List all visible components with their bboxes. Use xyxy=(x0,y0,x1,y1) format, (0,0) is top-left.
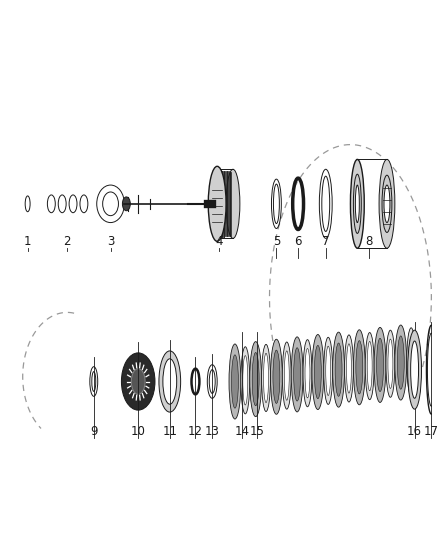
Ellipse shape xyxy=(346,344,351,393)
Ellipse shape xyxy=(335,343,342,397)
Text: 3: 3 xyxy=(107,235,114,248)
Text: 5: 5 xyxy=(273,235,280,248)
Text: 1: 1 xyxy=(24,235,32,248)
Ellipse shape xyxy=(271,339,283,414)
Ellipse shape xyxy=(355,185,359,223)
Ellipse shape xyxy=(232,355,238,408)
Ellipse shape xyxy=(305,349,310,398)
Text: 11: 11 xyxy=(162,425,177,438)
Ellipse shape xyxy=(283,342,291,409)
Text: 15: 15 xyxy=(249,425,264,438)
Ellipse shape xyxy=(322,176,330,231)
Ellipse shape xyxy=(102,192,118,216)
Ellipse shape xyxy=(273,184,279,223)
Ellipse shape xyxy=(397,336,404,389)
Ellipse shape xyxy=(159,351,180,412)
Ellipse shape xyxy=(163,359,177,404)
Ellipse shape xyxy=(291,337,303,412)
Ellipse shape xyxy=(243,356,248,405)
Ellipse shape xyxy=(377,338,384,392)
Ellipse shape xyxy=(408,330,421,409)
Ellipse shape xyxy=(284,351,289,400)
Ellipse shape xyxy=(395,325,407,400)
Ellipse shape xyxy=(345,335,353,402)
Text: 7: 7 xyxy=(322,235,329,248)
Text: 8: 8 xyxy=(365,235,373,248)
Text: 16: 16 xyxy=(407,425,422,438)
Ellipse shape xyxy=(386,330,395,397)
Ellipse shape xyxy=(365,333,374,400)
Ellipse shape xyxy=(209,370,215,393)
Ellipse shape xyxy=(312,335,324,409)
Ellipse shape xyxy=(388,339,393,389)
Text: 12: 12 xyxy=(188,425,203,438)
Text: 10: 10 xyxy=(131,425,146,438)
Ellipse shape xyxy=(356,341,363,394)
Ellipse shape xyxy=(226,169,240,238)
Text: 2: 2 xyxy=(64,235,71,248)
Ellipse shape xyxy=(384,185,390,223)
Ellipse shape xyxy=(326,346,331,395)
Text: 17: 17 xyxy=(424,425,438,438)
Ellipse shape xyxy=(122,197,130,211)
Ellipse shape xyxy=(407,328,416,395)
Ellipse shape xyxy=(314,345,321,399)
Ellipse shape xyxy=(382,175,392,232)
Ellipse shape xyxy=(333,332,345,407)
Ellipse shape xyxy=(367,342,372,391)
Ellipse shape xyxy=(379,159,395,248)
Ellipse shape xyxy=(350,159,364,248)
Ellipse shape xyxy=(264,353,268,402)
Ellipse shape xyxy=(131,369,145,394)
Ellipse shape xyxy=(324,337,333,405)
Ellipse shape xyxy=(293,348,300,401)
Ellipse shape xyxy=(411,341,419,398)
Ellipse shape xyxy=(208,166,226,241)
Ellipse shape xyxy=(273,350,280,403)
Ellipse shape xyxy=(261,344,271,411)
Text: 6: 6 xyxy=(294,235,302,248)
Ellipse shape xyxy=(353,330,365,405)
Ellipse shape xyxy=(353,174,361,233)
Text: 14: 14 xyxy=(234,425,249,438)
Text: 9: 9 xyxy=(90,425,98,438)
Ellipse shape xyxy=(229,344,241,419)
Ellipse shape xyxy=(303,340,312,407)
Ellipse shape xyxy=(252,352,259,406)
Ellipse shape xyxy=(92,372,96,391)
Ellipse shape xyxy=(409,337,413,386)
Text: 4: 4 xyxy=(215,235,223,248)
Text: 13: 13 xyxy=(205,425,220,438)
Ellipse shape xyxy=(121,353,155,410)
Ellipse shape xyxy=(250,342,261,417)
Ellipse shape xyxy=(374,327,386,402)
Ellipse shape xyxy=(241,347,250,414)
